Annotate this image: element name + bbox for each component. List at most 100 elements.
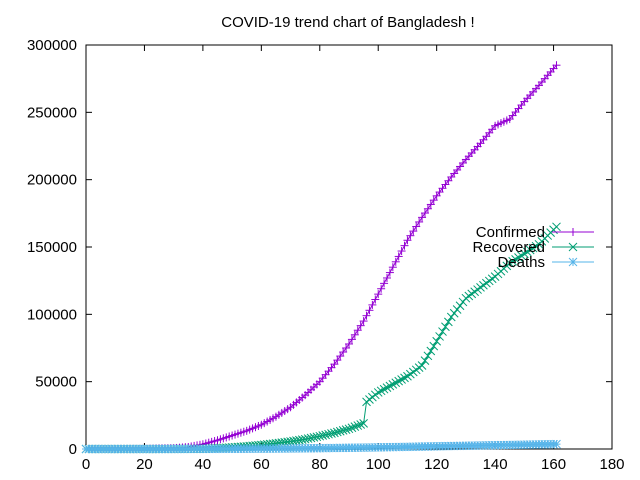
data-point (423, 351, 433, 361)
data-point (376, 386, 386, 396)
marker-stroke (347, 423, 357, 433)
marker-stroke (286, 437, 295, 446)
marker-stroke (335, 426, 345, 436)
y-tick-label: 150000 (27, 239, 77, 256)
marker-stroke (435, 332, 444, 341)
x-tick-label: 160 (541, 456, 566, 473)
data-point (409, 227, 418, 236)
series-deaths (81, 439, 561, 454)
legend-item-deaths: Deaths (497, 254, 594, 271)
data-point (318, 431, 328, 440)
data-point (388, 380, 398, 389)
legend-item-recovered: Recovered (472, 239, 594, 256)
data-point (400, 241, 409, 250)
data-point (338, 426, 348, 435)
data-point (333, 356, 342, 365)
marker-stroke (324, 429, 333, 439)
data-point (552, 222, 561, 232)
marker-stroke (552, 222, 561, 232)
x-tick-label: 140 (483, 456, 508, 473)
data-point (327, 429, 336, 438)
data-point (394, 376, 404, 386)
data-point (380, 279, 389, 288)
marker-stroke (327, 429, 336, 438)
marker-stroke (306, 433, 316, 443)
data-point (397, 375, 406, 384)
data-point (394, 252, 403, 261)
data-point (403, 236, 412, 245)
marker-stroke (423, 351, 433, 361)
data-point (423, 204, 432, 213)
marker-stroke (394, 376, 404, 386)
marker-stroke (379, 384, 389, 394)
data-point (315, 431, 325, 441)
y-tick-label: 200000 (27, 172, 77, 189)
marker-stroke (300, 434, 310, 444)
data-point (345, 339, 353, 348)
data-point (330, 428, 339, 438)
marker-stroke (417, 361, 427, 370)
data-point (455, 301, 465, 311)
marker-stroke (315, 431, 325, 441)
marker-stroke (400, 373, 409, 383)
data-point (379, 384, 389, 394)
data-point (341, 425, 351, 434)
data-point (382, 383, 392, 392)
data-point (569, 228, 577, 236)
chart-title: COVID-19 trend chart of Bangladesh ! (221, 14, 474, 31)
data-point (335, 426, 345, 436)
marker-stroke (441, 322, 450, 332)
data-point (406, 231, 415, 240)
marker-stroke (420, 356, 430, 366)
data-point (415, 217, 424, 226)
data-point (312, 432, 322, 442)
data-point (344, 424, 354, 434)
y-tick-label: 50000 (35, 374, 77, 391)
series-recovered (81, 222, 561, 454)
data-point (324, 429, 333, 439)
marker-stroke (356, 420, 366, 429)
data-point (568, 242, 578, 252)
x-tick-label: 0 (82, 456, 90, 473)
marker-stroke (303, 434, 313, 443)
data-point (356, 321, 365, 330)
data-point (342, 344, 351, 352)
marker-stroke (292, 436, 301, 445)
data-point (359, 317, 368, 326)
data-point (321, 430, 330, 440)
data-point (350, 422, 360, 431)
y-tick-label: 100000 (27, 306, 77, 323)
data-point (435, 332, 444, 341)
data-point (420, 209, 429, 218)
x-tick-label: 40 (195, 456, 212, 473)
data-point (385, 381, 395, 391)
data-point (336, 352, 345, 361)
data-point (385, 268, 394, 277)
data-point (365, 306, 374, 315)
marker-stroke (438, 327, 447, 336)
marker-stroke (297, 435, 307, 444)
marker-stroke (350, 422, 360, 431)
marker-stroke (294, 435, 304, 445)
marker-stroke (344, 424, 354, 434)
ticks-layer: 0 20 40 60 80 100 120 140 160 180 0 50000 100000 1500… (27, 37, 625, 473)
y-tick-label: 300000 (27, 37, 77, 54)
marker-stroke (376, 386, 386, 396)
x-tick-label: 20 (136, 456, 153, 473)
data-point (420, 356, 430, 366)
data-point (418, 213, 427, 222)
data-point (449, 308, 459, 318)
marker-stroke (373, 388, 383, 397)
marker-stroke (432, 336, 442, 346)
series-layer (81, 61, 561, 454)
marker-stroke (446, 312, 456, 322)
data-point (368, 300, 377, 309)
data-point (377, 284, 386, 293)
data-point (438, 327, 447, 336)
data-point (397, 247, 406, 256)
data-point (426, 200, 435, 209)
marker-stroke (455, 301, 465, 311)
marker-stroke (552, 439, 561, 449)
